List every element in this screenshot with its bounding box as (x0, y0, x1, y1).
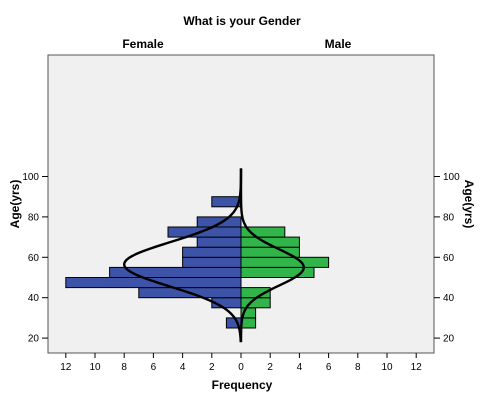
y-tick-label-right: 100 (443, 172, 460, 183)
female-bar (167, 226, 242, 238)
x-axis-label: Frequency (212, 378, 273, 392)
y-axis-label-right: Age(yrs) (462, 180, 476, 229)
x-tick-label: 6 (326, 362, 332, 373)
male-bar (240, 256, 330, 268)
y-tick-label-left: 100 (22, 172, 39, 183)
x-tick-label: 0 (238, 362, 244, 373)
normal-curves (122, 168, 305, 343)
x-tick-label: 2 (209, 362, 215, 373)
female-bar (182, 246, 242, 258)
x-tick-label: 12 (60, 362, 72, 373)
y-tick-label-left: 80 (28, 212, 40, 223)
male-normal-curve (239, 168, 305, 343)
female-bar (182, 256, 242, 268)
x-tick-label: 8 (355, 362, 361, 373)
y-tick-label-left: 40 (28, 293, 40, 304)
female-normal-curve (122, 168, 243, 343)
y-tick-label-right: 60 (443, 253, 455, 264)
x-tick-label: 10 (89, 362, 101, 373)
x-tick-label: 4 (297, 362, 303, 373)
x-tick-label: 6 (151, 362, 157, 373)
female-panel-label: Female (122, 37, 164, 51)
y-tick-label-right: 40 (443, 293, 455, 304)
male-bar (240, 226, 286, 238)
y-tick-label-left: 20 (28, 334, 40, 345)
female-bar (109, 266, 242, 278)
y-axis-right: 20 40 60 80 100 (434, 172, 460, 345)
y-tick-label-right: 20 (443, 334, 455, 345)
x-axis: 12 10 8 6 4 2 0 2 4 6 8 10 12 (60, 353, 422, 373)
x-tick-label: 10 (381, 362, 393, 373)
female-bar (196, 236, 242, 248)
female-bar (65, 277, 242, 289)
female-bar (196, 216, 242, 228)
x-tick-label: 2 (267, 362, 273, 373)
y-axis-left: 20 40 60 80 100 (22, 172, 48, 345)
y-tick-label-right: 80 (443, 212, 455, 223)
x-tick-label: 12 (411, 362, 423, 373)
x-tick-label: 4 (180, 362, 186, 373)
y-tick-label-left: 60 (28, 253, 40, 264)
x-tick-label: 8 (121, 362, 127, 373)
male-panel-label: Male (325, 37, 352, 51)
chart-title: What is your Gender (183, 14, 301, 28)
y-axis-label-left: Age(yrs) (8, 180, 22, 229)
